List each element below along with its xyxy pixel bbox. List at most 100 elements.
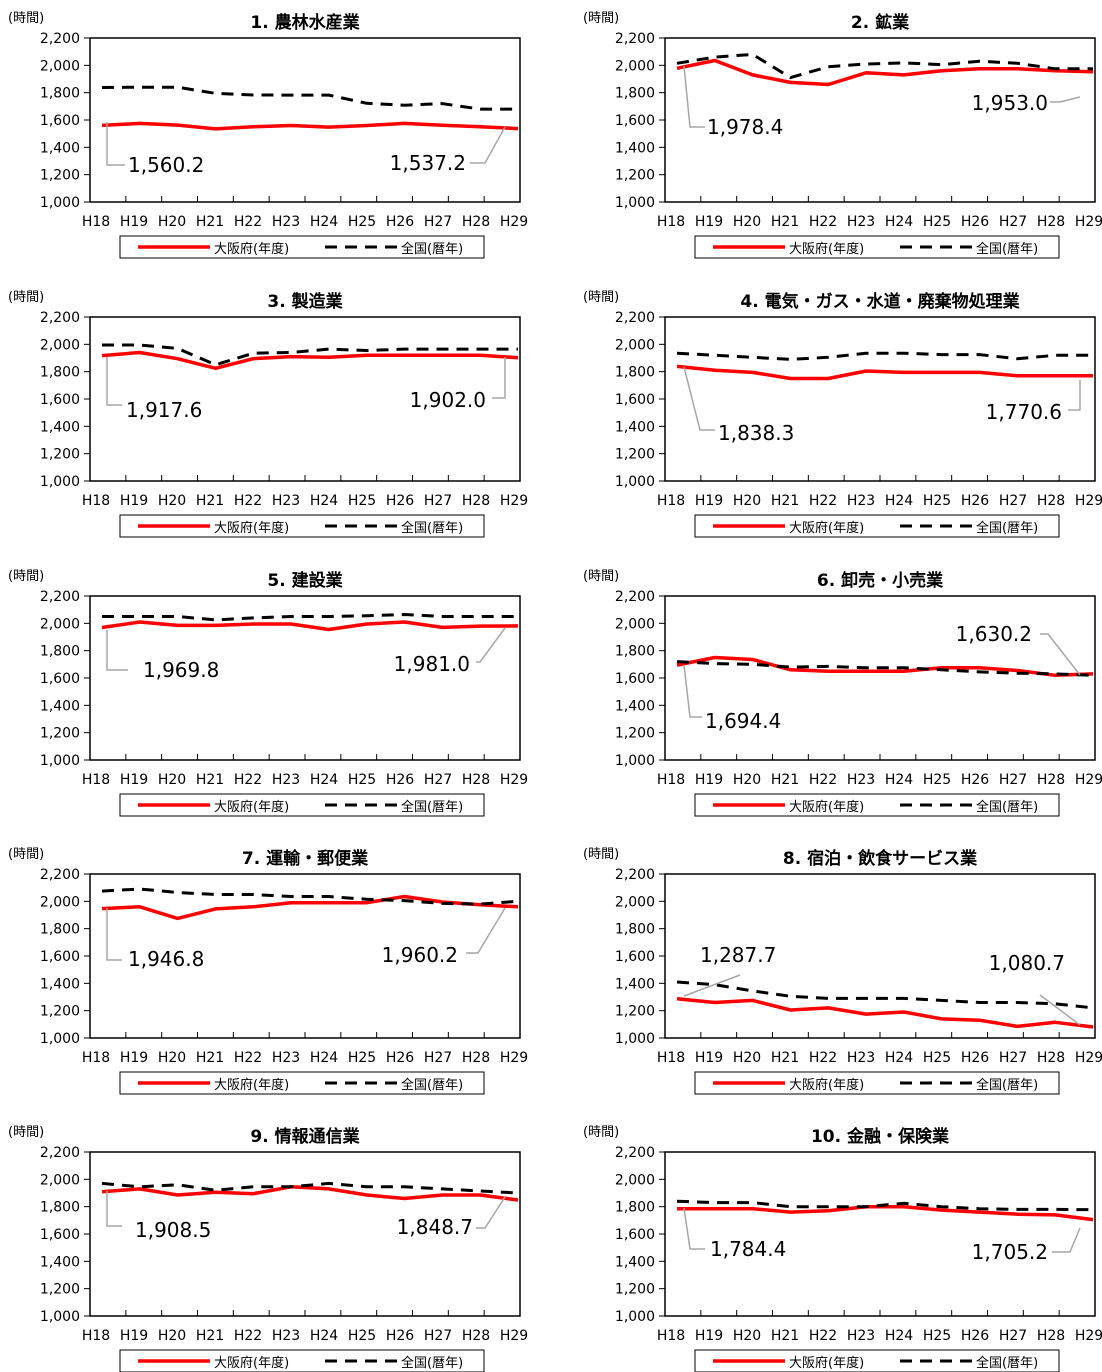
x-tick-label: H29 xyxy=(500,493,528,509)
x-tick-label: H20 xyxy=(158,1050,186,1066)
y-axis-unit: (時間) xyxy=(8,11,44,26)
x-tick-label: H26 xyxy=(386,1050,414,1066)
y-tick-label: 2,000 xyxy=(40,337,80,353)
x-tick-label: H22 xyxy=(234,1328,262,1344)
x-tick-label: H26 xyxy=(961,1050,989,1066)
x-tick-label: H26 xyxy=(961,1328,989,1344)
y-tick-label: 1,000 xyxy=(615,195,655,211)
x-tick-label: H18 xyxy=(657,1050,685,1066)
data-label: 1,960.2 xyxy=(382,943,458,967)
callout-leader xyxy=(492,357,506,399)
y-tick-label: 2,000 xyxy=(40,616,80,632)
x-tick-label: H18 xyxy=(657,1328,685,1344)
x-tick-label: H22 xyxy=(234,1050,262,1066)
chart-panel-5: 5. 建設業 (時間) 1,000 1,200 1,400 1,600 1,800 2,000… xyxy=(8,569,528,817)
callout-leader xyxy=(1039,994,1081,1026)
data-label: 1,694.4 xyxy=(705,709,781,733)
x-tick-label: H27 xyxy=(999,214,1027,230)
y-tick-label: 2,200 xyxy=(40,867,80,883)
data-label: 1,838.3 xyxy=(718,421,794,445)
y-tick-label: 2,200 xyxy=(40,589,80,605)
y-tick-label: 1,600 xyxy=(40,1227,80,1243)
x-tick-label: H21 xyxy=(771,493,799,509)
series-line-osaka xyxy=(101,894,519,921)
series-line-national xyxy=(676,52,1093,80)
x-tick-label: H29 xyxy=(1075,493,1102,509)
x-tick-label: H18 xyxy=(657,772,685,788)
x-tick-label: H23 xyxy=(847,1328,875,1344)
data-label: 1,978.4 xyxy=(707,115,783,139)
x-tick-label: H18 xyxy=(657,214,685,230)
x-tick-label: H24 xyxy=(310,1050,338,1066)
y-tick-label: 1,400 xyxy=(615,419,655,435)
legend-label-national: 全国(暦年) xyxy=(976,241,1038,257)
y-tick-label: 2,200 xyxy=(615,310,655,326)
y-tick-label: 2,000 xyxy=(615,894,655,910)
y-tick-label: 1,200 xyxy=(40,168,80,184)
x-tick-label: H28 xyxy=(1037,214,1065,230)
legend-label-osaka: 大阪府(年度) xyxy=(214,1355,289,1371)
legend-box xyxy=(119,793,485,817)
x-tick-label: H25 xyxy=(348,1050,376,1066)
y-tick-label: 2,000 xyxy=(40,894,80,910)
series-line-osaka xyxy=(676,996,1094,1029)
chart-panel-1: 1. 農林水産業 (時間) 1,000 1,200 1,400 1,600 1,800 2,0… xyxy=(8,11,528,259)
x-tick-label: H28 xyxy=(462,493,490,509)
series-line-osaka xyxy=(676,58,1094,87)
y-tick-label: 1,200 xyxy=(40,726,80,742)
callout-leader xyxy=(106,1191,122,1227)
x-tick-label: H26 xyxy=(961,214,989,230)
callout-leader xyxy=(683,664,702,718)
x-tick-label: H18 xyxy=(82,214,110,230)
y-tick-label: 2,000 xyxy=(40,58,80,74)
callout-leader xyxy=(1068,380,1081,411)
x-tick-label: H27 xyxy=(424,493,452,509)
x-tick-label: H27 xyxy=(424,1328,452,1344)
x-tick-label: H19 xyxy=(120,214,148,230)
legend-label-osaka: 大阪府(年度) xyxy=(214,520,289,536)
x-tick-label: H26 xyxy=(386,493,414,509)
data-label: 1,848.7 xyxy=(397,1215,473,1239)
x-tick-label: H28 xyxy=(1037,1328,1065,1344)
legend-label-osaka: 大阪府(年度) xyxy=(789,1355,864,1371)
y-tick-label: 1,600 xyxy=(615,113,655,129)
legend-label-osaka: 大阪府(年度) xyxy=(789,1077,864,1093)
legend-label-osaka: 大阪府(年度) xyxy=(789,241,864,257)
callout-leader xyxy=(683,65,705,128)
legend-label-osaka: 大阪府(年度) xyxy=(214,241,289,257)
legend-box xyxy=(119,1071,485,1095)
y-tick-label: 1,800 xyxy=(615,644,655,660)
y-axis-unit: (時間) xyxy=(583,11,619,26)
series-line-national xyxy=(676,1199,1094,1212)
y-tick-label: 2,200 xyxy=(615,31,655,47)
x-tick-label: H24 xyxy=(885,493,913,509)
callout-leader xyxy=(1050,96,1081,103)
x-tick-label: H26 xyxy=(961,493,989,509)
x-tick-label: H20 xyxy=(158,1328,186,1344)
y-tick-label: 1,600 xyxy=(40,671,80,687)
x-tick-label: H19 xyxy=(695,1328,723,1344)
y-tick-label: 2,200 xyxy=(615,1145,655,1161)
y-tick-label: 1,400 xyxy=(40,698,80,714)
data-label: 1,908.5 xyxy=(135,1218,211,1242)
x-tick-label: H23 xyxy=(847,772,875,788)
series-line-osaka xyxy=(101,350,519,371)
chart-panel-8: 8. 宿泊・飲食サービス業 (時間) 1,000 1,200 1,400 1,600 1,8… xyxy=(583,847,1102,1095)
chart-title: 9. 情報通信業 xyxy=(250,1126,359,1147)
chart-title: 1. 農林水産業 xyxy=(250,12,359,33)
series-line-osaka xyxy=(101,1185,519,1202)
chart-panel-10: 10. 金融・保険業 (時間) 1,000 1,200 1,400 1,600 1,800 2… xyxy=(583,1125,1102,1372)
callout-leader xyxy=(106,122,125,166)
y-tick-label: 1,200 xyxy=(40,447,80,463)
x-tick-label: H21 xyxy=(771,214,799,230)
data-label: 1,953.0 xyxy=(972,91,1048,115)
series-line-national xyxy=(101,887,519,906)
y-tick-label: 2,200 xyxy=(40,31,80,47)
x-tick-label: H21 xyxy=(196,493,224,509)
y-tick-label: 1,400 xyxy=(615,140,655,156)
x-tick-label: H23 xyxy=(847,1050,875,1066)
callout-leader xyxy=(476,627,506,663)
x-tick-label: H23 xyxy=(272,214,300,230)
legend-box xyxy=(694,1071,1060,1095)
